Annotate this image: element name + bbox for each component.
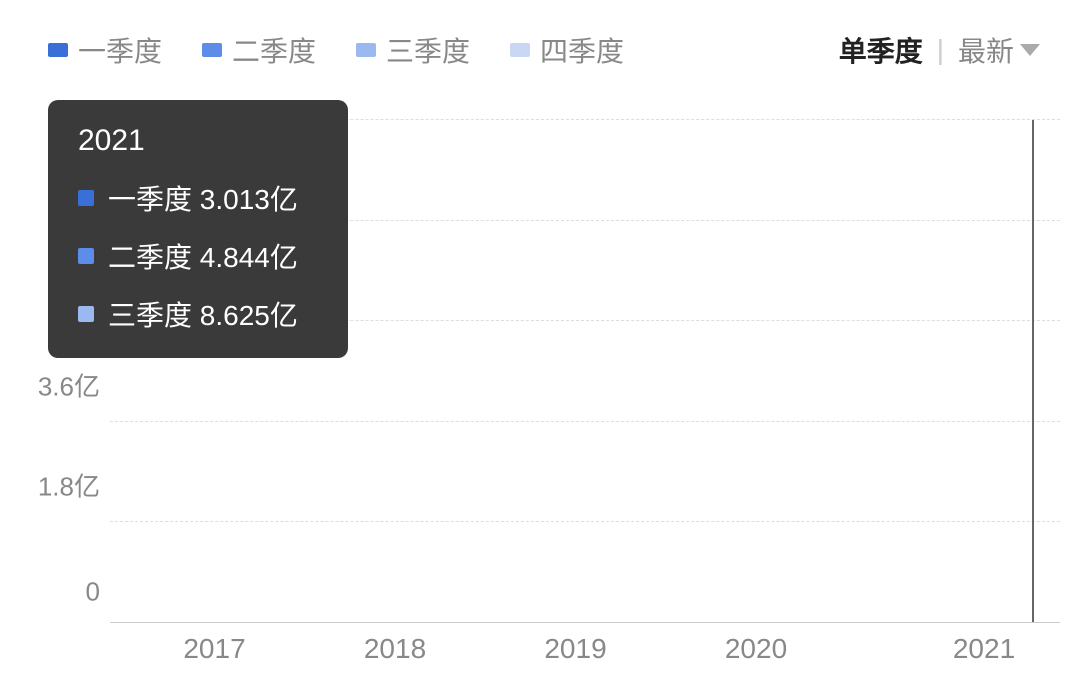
legend-item[interactable]: 一季度 bbox=[48, 30, 162, 70]
y-tick-label: 1.8亿 bbox=[38, 467, 100, 504]
baseline bbox=[110, 622, 1060, 623]
x-tick-label: 2021 bbox=[953, 633, 1015, 665]
period-dropdown[interactable]: 最新 bbox=[958, 30, 1040, 70]
y-tick-label: 0 bbox=[86, 577, 100, 608]
tooltip-title: 2021 bbox=[78, 124, 318, 158]
control-divider: | bbox=[937, 34, 944, 66]
tooltip-swatch bbox=[78, 248, 94, 264]
legend-swatch bbox=[510, 43, 530, 57]
chart-controls: 单季度 | 最新 bbox=[839, 30, 1040, 70]
tooltip-swatch bbox=[78, 190, 94, 206]
tooltip-text: 三季度 8.625亿 bbox=[108, 294, 298, 334]
legend-label: 三季度 bbox=[386, 30, 470, 70]
tooltip-row: 一季度 3.013亿 bbox=[78, 178, 318, 218]
tooltip-swatch bbox=[78, 306, 94, 322]
tooltip-row: 二季度 4.844亿 bbox=[78, 236, 318, 276]
tooltip-row: 三季度 8.625亿 bbox=[78, 294, 318, 334]
chevron-down-icon bbox=[1020, 44, 1040, 56]
legend-swatch bbox=[202, 43, 222, 57]
tooltip-text: 一季度 3.013亿 bbox=[108, 178, 298, 218]
tooltip-body: 一季度 3.013亿二季度 4.844亿三季度 8.625亿 bbox=[78, 178, 318, 334]
legend-item[interactable]: 三季度 bbox=[356, 30, 470, 70]
legend: 一季度 二季度 三季度 四季度 bbox=[48, 30, 839, 70]
legend-label: 四季度 bbox=[540, 30, 624, 70]
x-tick-label: 2017 bbox=[183, 633, 245, 665]
tooltip-text: 二季度 4.844亿 bbox=[108, 236, 298, 276]
x-tick-label: 2018 bbox=[364, 633, 426, 665]
view-mode-toggle[interactable]: 单季度 bbox=[839, 30, 923, 70]
period-dropdown-label: 最新 bbox=[958, 30, 1014, 70]
legend-item[interactable]: 四季度 bbox=[510, 30, 624, 70]
x-tick-label: 2019 bbox=[544, 633, 606, 665]
legend-swatch bbox=[48, 43, 68, 57]
legend-label: 一季度 bbox=[78, 30, 162, 70]
x-axis: 2017 2018 2019 2020 2021 bbox=[110, 633, 1060, 673]
legend-swatch bbox=[356, 43, 376, 57]
highlight-line bbox=[1032, 120, 1034, 623]
legend-label: 二季度 bbox=[232, 30, 316, 70]
tooltip: 2021 一季度 3.013亿二季度 4.844亿三季度 8.625亿 bbox=[48, 100, 348, 358]
x-tick-label: 2020 bbox=[725, 633, 787, 665]
y-tick-label: 3.6亿 bbox=[38, 366, 100, 403]
legend-item[interactable]: 二季度 bbox=[202, 30, 316, 70]
chart-header: 一季度 二季度 三季度 四季度 单季度 | 最新 bbox=[0, 0, 1080, 80]
